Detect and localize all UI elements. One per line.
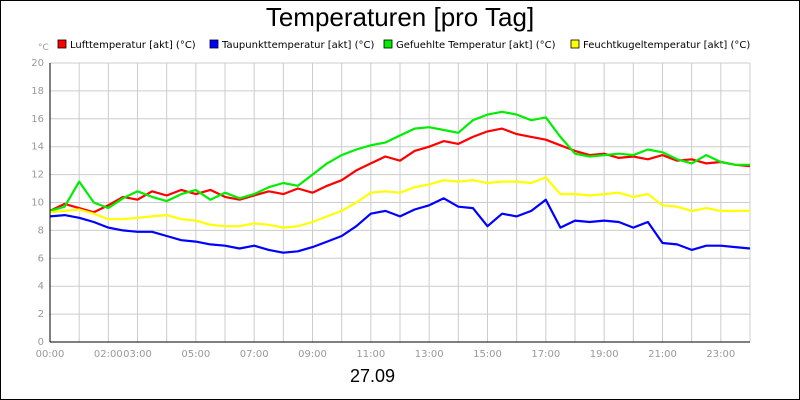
y-tick-label: 8 (38, 225, 44, 236)
series-line-2 (49, 110, 750, 212)
x-tick-label: 07:00 (240, 349, 269, 360)
legend-label: Feuchtkugeltemperatur [akt] (°C) (583, 40, 750, 51)
x-tick-label: 09:00 (298, 349, 327, 360)
legend-item-2: Gefuehlte Temperatur [akt] (°C) (383, 39, 556, 51)
x-tick-label: 21:00 (648, 349, 677, 360)
series-line-0 (49, 127, 751, 214)
legend-item-3: Feuchtkugeltemperatur [akt] (°C) (570, 39, 750, 51)
legend-swatch (383, 39, 393, 49)
series-line-1 (49, 197, 751, 254)
legend-label: Gefuehlte Temperatur [akt] (°C) (396, 40, 556, 51)
axes (49, 63, 750, 343)
y-tick-label: 10 (31, 198, 44, 209)
y-tick-label: 6 (38, 253, 44, 264)
y-tick-label: 18 (31, 86, 44, 97)
x-tick-label: 13:00 (415, 349, 444, 360)
y-tick-label: 20 (31, 58, 44, 69)
y-tick-label: 2 (38, 309, 44, 320)
x-tick-label: 19:00 (590, 349, 619, 360)
x-tick-label: 02:00 (94, 349, 123, 360)
tick-labels: 0 2 4 6 8 10 12 14 16 18 20 00:00 02:00 03:00 05:00 07:… (31, 58, 735, 360)
y-tick-label: 16 (31, 114, 44, 125)
y-tick-label: 14 (31, 142, 44, 153)
x-tick-label: 00:00 (36, 349, 65, 360)
legend-swatch (209, 39, 219, 49)
x-tick-label: 03:00 (123, 349, 152, 360)
x-tick-label: 23:00 (706, 349, 735, 360)
x-tick-label: 11:00 (356, 349, 385, 360)
legend-item-0: Lufttemperatur [akt] (°C) (57, 39, 196, 51)
series-layer (49, 110, 751, 254)
y-tick-label: 12 (31, 170, 44, 181)
date-label: 27.09 (349, 366, 396, 386)
legend-swatch (57, 39, 67, 49)
legend-item-1: Taupunkttemperatur [akt] (°C) (209, 39, 374, 51)
legend-label: Taupunkttemperatur [akt] (°C) (221, 40, 374, 51)
y-tick-label: 4 (38, 281, 44, 292)
series-line-3 (49, 176, 750, 229)
y-unit-label: °C (38, 43, 49, 53)
legend: Lufttemperatur [akt] (°C) Taupunkttempera… (57, 39, 750, 51)
legend-label: Lufttemperatur [akt] (°C) (70, 40, 196, 51)
chart-title: Temperaturen [pro Tag] (265, 2, 535, 32)
x-tick-label: 15:00 (473, 349, 502, 360)
y-tick-label: 0 (38, 337, 44, 348)
legend-swatch (570, 39, 580, 49)
x-tick-label: 17:00 (531, 349, 560, 360)
x-tick-label: 05:00 (181, 349, 210, 360)
